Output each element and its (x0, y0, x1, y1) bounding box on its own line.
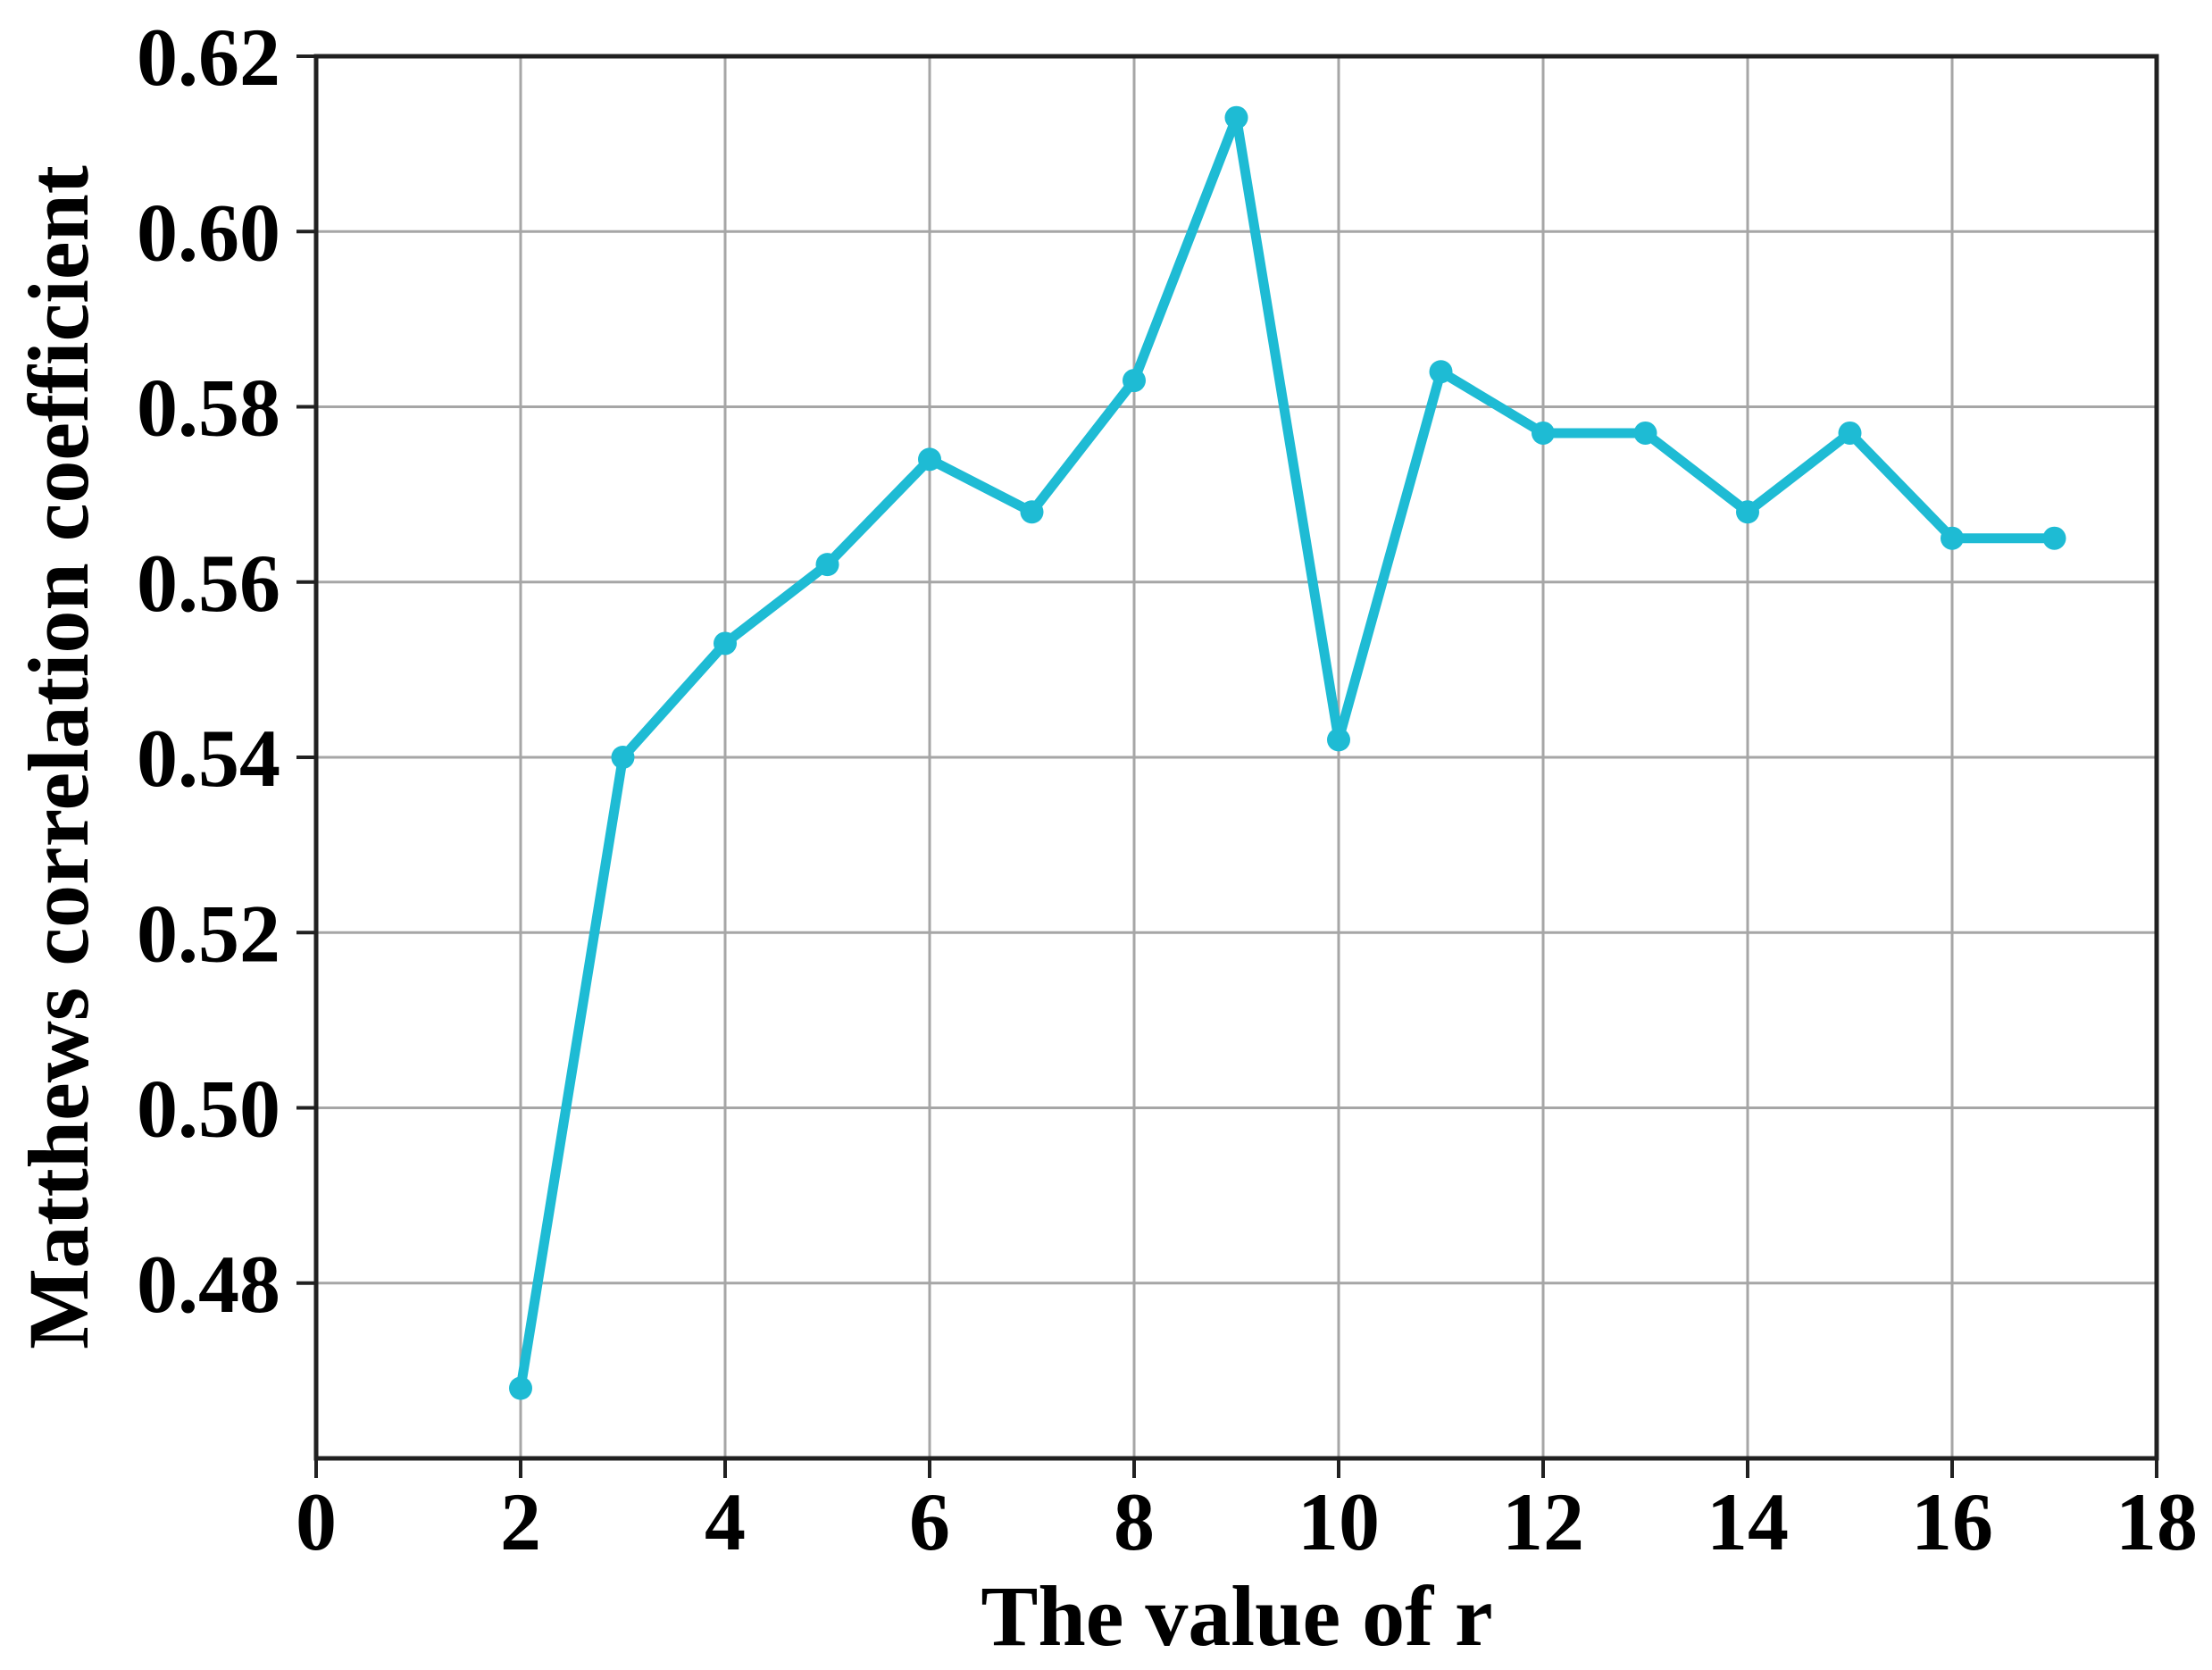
data-point-marker (1941, 526, 1964, 550)
x-tick-label: 12 (1502, 1476, 1584, 1567)
data-point-marker (1327, 728, 1350, 752)
x-tick-label: 16 (1911, 1476, 1993, 1567)
data-point-marker (611, 746, 635, 769)
x-tick-label: 2 (500, 1476, 541, 1567)
data-point-marker (1429, 360, 1453, 384)
y-tick-label: 0.56 (137, 538, 280, 629)
y-tick-label: 0.62 (137, 12, 280, 103)
data-point-marker (1532, 421, 1555, 445)
x-tick-label: 4 (705, 1476, 746, 1567)
data-point-marker (509, 1376, 532, 1400)
y-tick-label: 0.48 (137, 1239, 280, 1330)
x-tick-label: 8 (1114, 1476, 1155, 1567)
data-point-marker (1123, 369, 1146, 393)
data-point-marker (815, 553, 839, 577)
data-point-marker (1838, 421, 1862, 445)
x-axis-label: The value of r (981, 1568, 1493, 1664)
y-tick-label: 0.54 (137, 713, 280, 804)
x-tick-label: 18 (2116, 1476, 2198, 1567)
x-tick-label: 0 (296, 1476, 337, 1567)
x-tick-label: 6 (909, 1476, 950, 1567)
data-point-marker (2042, 526, 2066, 550)
y-tick-label: 0.50 (137, 1064, 280, 1155)
series-line (515, 113, 2059, 1393)
data-point-marker (1020, 500, 1044, 524)
y-tick-label: 0.52 (137, 888, 280, 979)
data-point-marker (714, 631, 737, 655)
data-point-marker (1736, 500, 1759, 524)
x-tick-label: 14 (1707, 1476, 1789, 1567)
data-point-marker (1633, 421, 1657, 445)
data-point-marker (918, 447, 941, 472)
x-tick-label: 10 (1298, 1476, 1380, 1567)
y-tick-label: 0.60 (137, 187, 280, 278)
data-point-marker (1224, 105, 1248, 129)
y-tick-label: 0.58 (137, 363, 280, 454)
y-axis-label: Matthews correlation coefficient (11, 165, 106, 1349)
